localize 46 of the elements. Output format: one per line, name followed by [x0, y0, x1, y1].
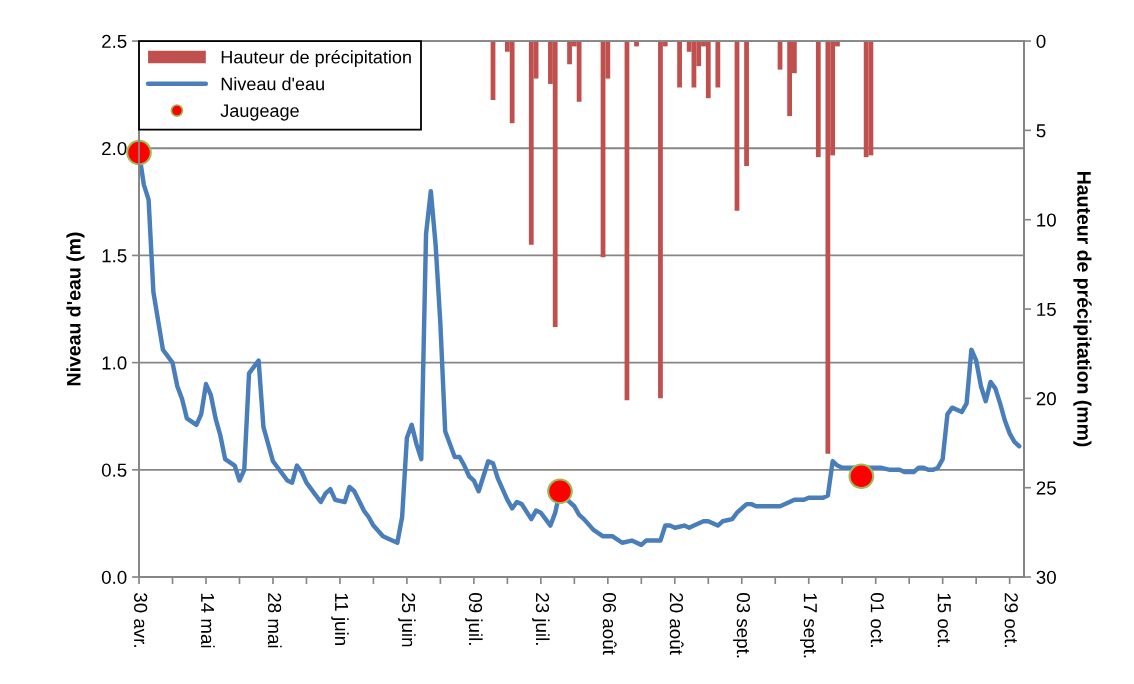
bar [705, 41, 711, 99]
bar [552, 41, 558, 327]
bar [815, 41, 821, 158]
bar [715, 41, 721, 88]
y-tick-label: 1.5 [102, 249, 127, 263]
x-tick-label: 01 oct. [870, 593, 884, 647]
bar [863, 41, 869, 158]
bar [528, 41, 534, 245]
y2-axis-title: Hauteur de précipitation (mm) [1073, 172, 1092, 447]
x-tick-label: 06 août [602, 593, 617, 655]
y-tick-label: 2.5 [102, 34, 127, 49]
y2-tick-label: 25 [1036, 481, 1056, 495]
x-tick-label: 20 août [669, 593, 684, 655]
y2-tick-label: 10 [1037, 213, 1056, 227]
y-tick-label: 2.0 [102, 141, 127, 156]
point [547, 478, 573, 505]
x-tick-label: 30 avr. [134, 593, 148, 647]
x-tick-label: 25 juin [398, 593, 416, 647]
y-tick-label: 0.0 [101, 570, 127, 584]
bar [677, 41, 682, 88]
x-tick-label: 15 oct. [937, 593, 951, 647]
y2-tick-label: 15 [1037, 302, 1056, 317]
bar [744, 41, 749, 167]
y-axis-title: Niveau d'eau (m) [66, 232, 85, 386]
x-tick-label: 09 juil. [465, 593, 483, 645]
legend-label: Niveau d'eau [221, 77, 324, 91]
bar [576, 41, 582, 102]
bar [825, 41, 831, 454]
y2-tick-label: 5 [1036, 124, 1046, 138]
x-tick-label: 03 sept. [733, 593, 751, 658]
x-tick-label: 11 juin [331, 593, 349, 645]
point [126, 139, 152, 166]
y2-tick-label: 0 [1036, 34, 1046, 49]
bar [509, 41, 515, 124]
y2-tick-label: 20 [1036, 392, 1056, 406]
point [848, 463, 875, 490]
x-tick-label: 17 sept. [800, 593, 817, 658]
y-tick-label: 0.5 [101, 463, 127, 477]
y-tick-label: 1.0 [102, 356, 127, 370]
x-tick-label: 28 mai [267, 593, 282, 648]
y2-tick-label: 30 [1036, 570, 1056, 584]
legend-label: Jaugeage [220, 104, 299, 121]
legend-label: Hauteur de précipitation [221, 50, 411, 68]
x-tick-label: 14 mai [200, 593, 215, 648]
x-tick-label: 23 juil. [532, 593, 550, 645]
x-tick-label: 29 oct. [1004, 593, 1018, 647]
